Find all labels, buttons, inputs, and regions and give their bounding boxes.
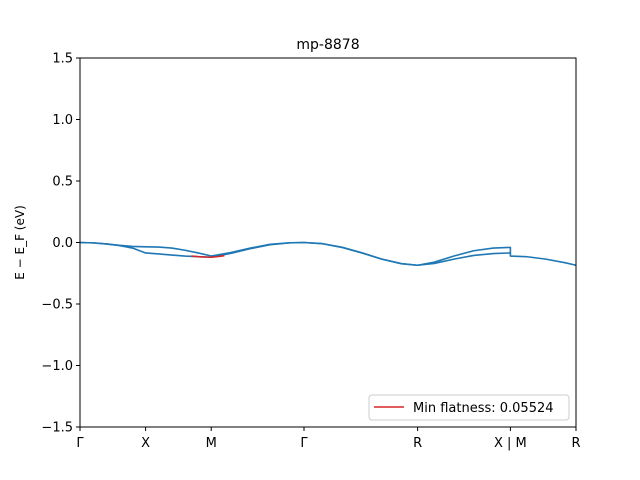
legend-box: [368, 394, 570, 421]
plot-frame: [79, 57, 577, 428]
x-tick-label-5: X | M: [494, 436, 527, 451]
x-tick-label-3: Γ: [300, 436, 308, 451]
x-tick-label-1: X: [141, 436, 150, 451]
x-tick-label-0: Γ: [76, 436, 84, 451]
y-tick-label-6: −1.5: [41, 421, 73, 436]
band-line-1: [79, 241, 511, 267]
y-axis-label: E − E_F (eV): [13, 205, 27, 280]
legend: Min flatness: 0.05524: [368, 394, 570, 421]
x-axis: Γ X M Γ R X | M R: [76, 427, 581, 451]
x-tick-label-4: R: [413, 436, 422, 451]
x-tick-label-6: R: [571, 436, 580, 451]
legend-label: Min flatness: 0.05524: [413, 401, 554, 416]
chart-title: mp-8878: [296, 37, 359, 53]
band-line-2: [191, 254, 225, 259]
y-axis: 1.5 1.0 0.5 0.0 −0.5 −1.0 −1.5: [41, 52, 80, 436]
y-tick-label-3: 0.0: [52, 236, 73, 251]
x-tick-label-2: M: [206, 436, 217, 451]
y-tick-label-2: 0.5: [52, 175, 73, 190]
y-tick-label-5: −1.0: [41, 359, 73, 374]
series-layer: [79, 241, 577, 267]
y-tick-label-1: 1.0: [52, 113, 73, 128]
y-tick-label-0: 1.5: [52, 52, 73, 67]
y-tick-label-4: −0.5: [41, 298, 73, 313]
